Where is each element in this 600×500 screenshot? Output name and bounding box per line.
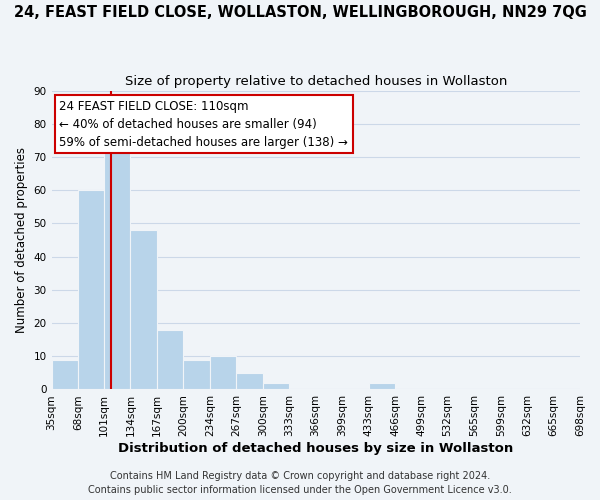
Bar (157, 330, 183, 390)
Text: 24, FEAST FIELD CLOSE, WOLLASTON, WELLINGBOROUGH, NN29 7QG: 24, FEAST FIELD CLOSE, WOLLASTON, WELLIN… (14, 5, 586, 20)
Text: Contains HM Land Registry data © Crown copyright and database right 2024.
Contai: Contains HM Land Registry data © Crown c… (88, 471, 512, 495)
Bar (130, 230, 157, 390)
Bar (369, 383, 395, 390)
Bar (210, 356, 236, 390)
Bar (78, 190, 104, 390)
Text: 24 FEAST FIELD CLOSE: 110sqm
← 40% of detached houses are smaller (94)
59% of se: 24 FEAST FIELD CLOSE: 110sqm ← 40% of de… (59, 100, 349, 148)
Bar (104, 144, 130, 390)
Bar (263, 383, 289, 390)
Y-axis label: Number of detached properties: Number of detached properties (15, 147, 28, 333)
Bar (52, 360, 78, 390)
Title: Size of property relative to detached houses in Wollaston: Size of property relative to detached ho… (125, 75, 507, 88)
X-axis label: Distribution of detached houses by size in Wollaston: Distribution of detached houses by size … (118, 442, 514, 455)
Bar (236, 373, 263, 390)
Bar (183, 360, 210, 390)
